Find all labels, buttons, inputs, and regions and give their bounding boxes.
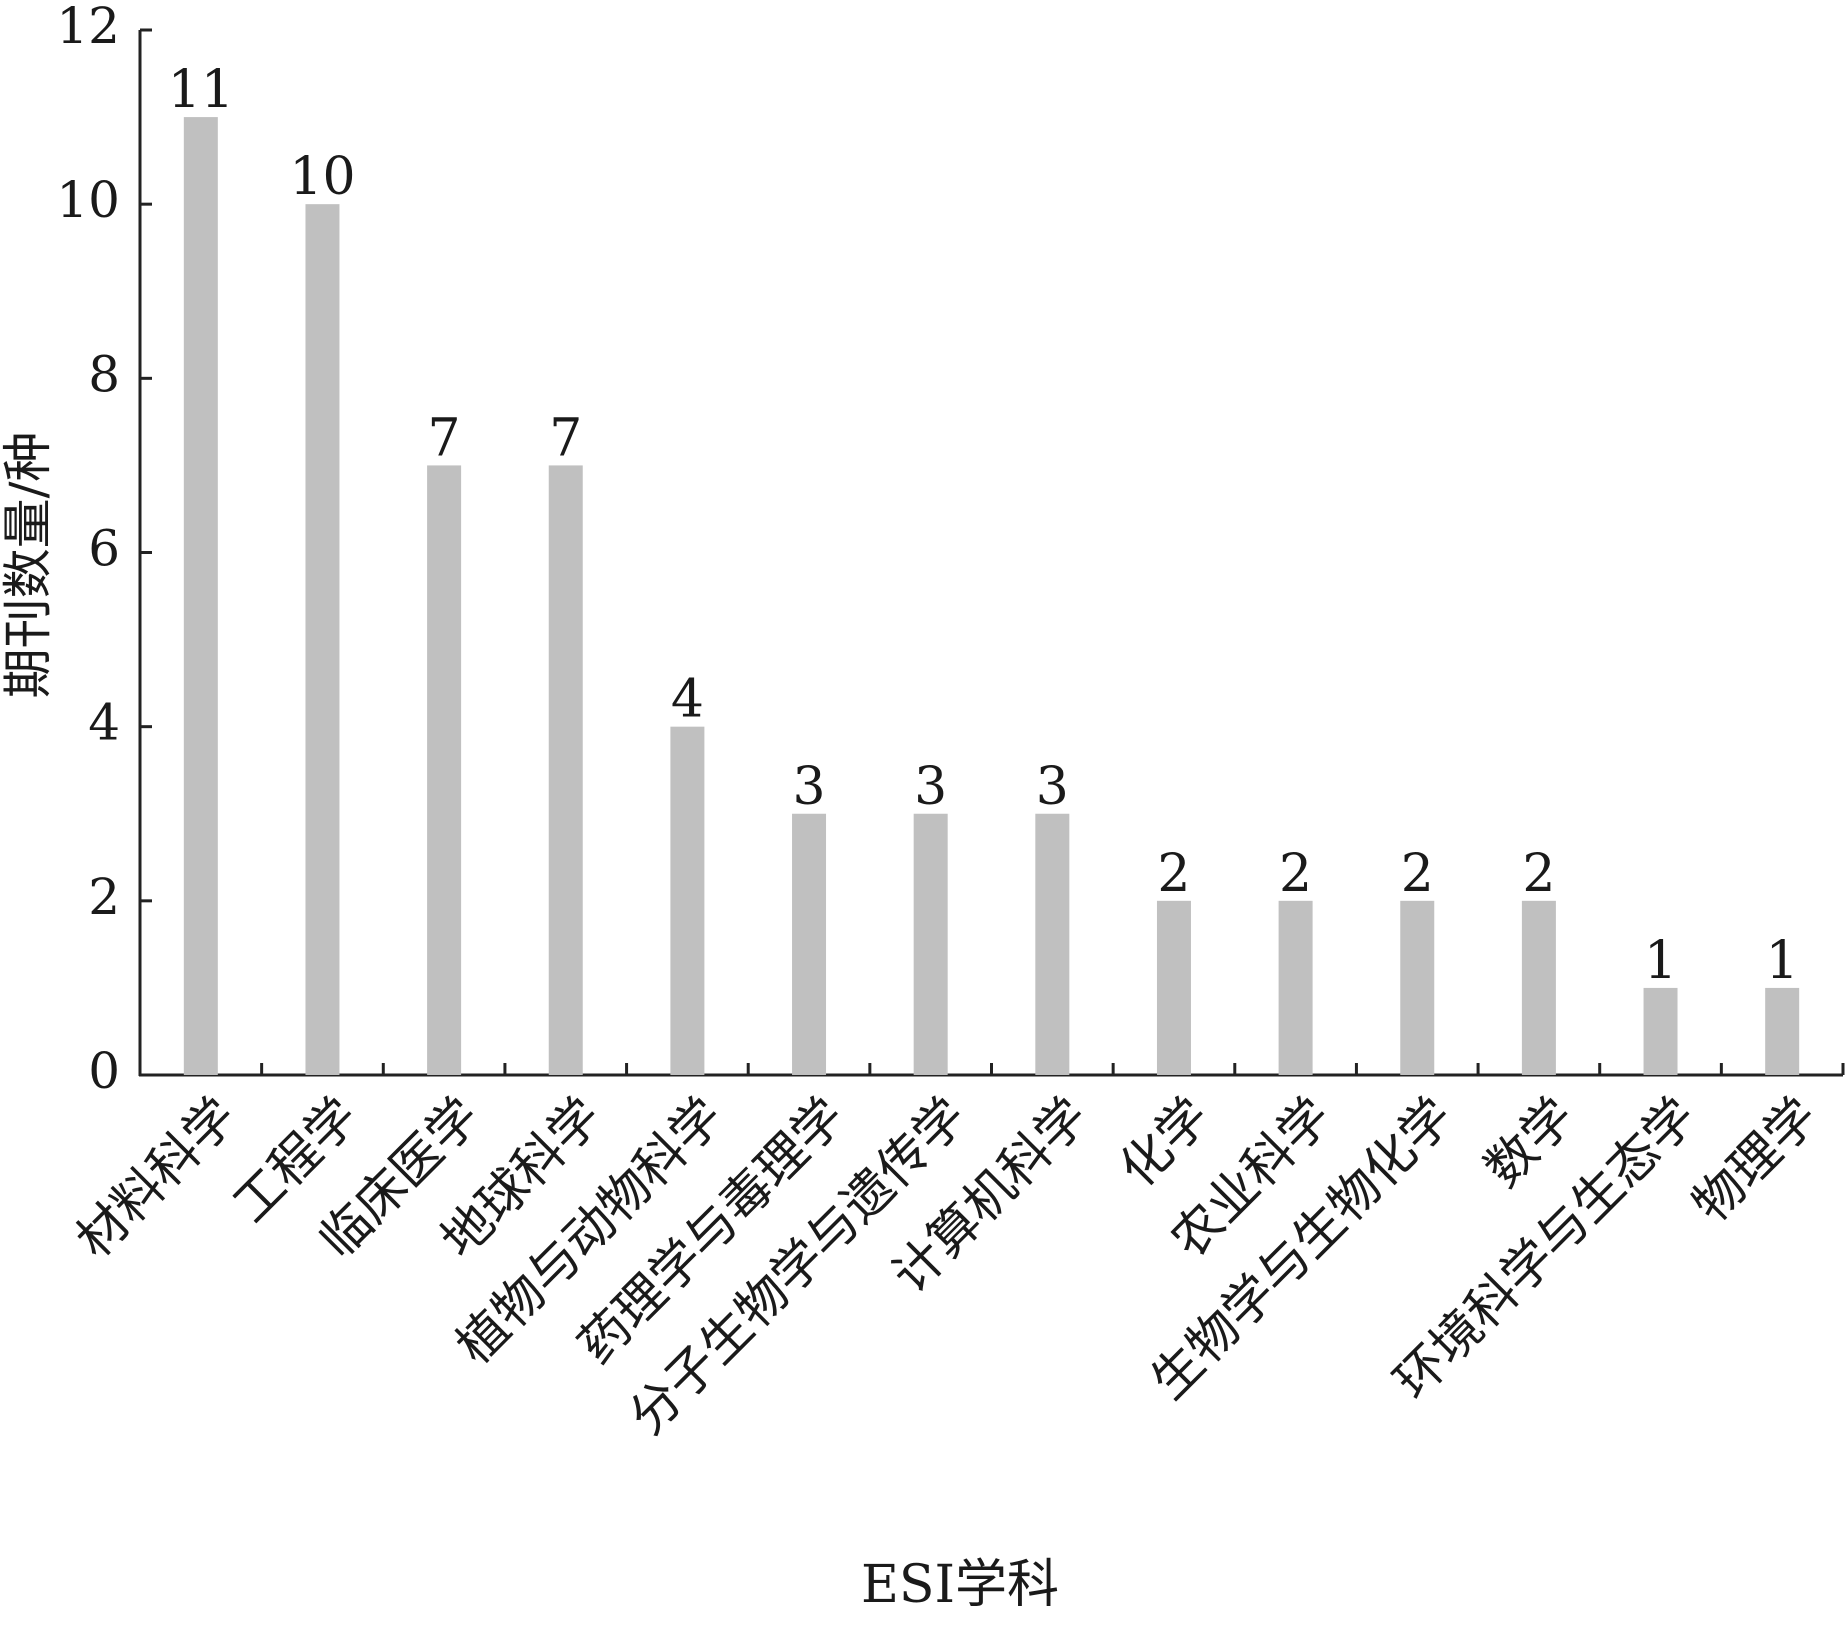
data-label: 2 bbox=[1522, 844, 1555, 904]
data-label: 11 bbox=[168, 60, 234, 120]
x-tick-label: 化学 bbox=[1109, 1086, 1221, 1198]
y-tick-label: 12 bbox=[56, 0, 120, 55]
bar bbox=[670, 726, 705, 1075]
x-tick-label: 材料科学 bbox=[65, 1086, 247, 1268]
bars bbox=[183, 117, 1800, 1076]
bar bbox=[1765, 987, 1800, 1075]
bar bbox=[183, 117, 218, 1076]
data-label: 3 bbox=[1036, 757, 1069, 817]
y-tick-label: 10 bbox=[56, 171, 120, 229]
bar bbox=[1400, 900, 1435, 1075]
y-tick-label: 6 bbox=[88, 520, 120, 578]
bar bbox=[913, 813, 948, 1075]
x-tick-label: 数学 bbox=[1474, 1086, 1586, 1198]
y-tick-label: 8 bbox=[88, 345, 120, 403]
bar bbox=[1156, 900, 1191, 1075]
y-tick-labels: 0 2 4 6 8 10 12 bbox=[56, 0, 120, 1100]
data-label: 3 bbox=[792, 757, 825, 817]
data-label: 2 bbox=[1279, 844, 1312, 904]
y-tick-label: 4 bbox=[88, 694, 120, 752]
data-label: 4 bbox=[671, 670, 704, 730]
bar bbox=[792, 813, 827, 1075]
data-label: 1 bbox=[1644, 931, 1677, 991]
x-axis-label: ESI学科 bbox=[861, 1555, 1059, 1615]
data-label: 2 bbox=[1401, 844, 1434, 904]
bar bbox=[1035, 813, 1070, 1075]
bar bbox=[1643, 987, 1678, 1075]
data-label: 7 bbox=[428, 408, 461, 468]
y-axis-label: 期刊数量/种 bbox=[0, 432, 57, 699]
axes bbox=[138, 28, 1845, 1077]
data-label: 2 bbox=[1157, 844, 1190, 904]
bar bbox=[305, 204, 340, 1075]
data-label: 3 bbox=[914, 757, 947, 817]
bar bbox=[427, 465, 462, 1076]
data-label: 10 bbox=[289, 147, 355, 207]
x-tick-labels: 材料科学工程学临床医学地球科学植物与动物科学药理学与毒理学分子生物学与遗传学计算… bbox=[65, 1086, 1829, 1445]
data-label: 7 bbox=[549, 408, 582, 468]
x-tick-label: 物理学 bbox=[1682, 1086, 1829, 1233]
y-tick-label: 0 bbox=[88, 1042, 120, 1100]
bar bbox=[1521, 900, 1556, 1075]
bar bbox=[1278, 900, 1313, 1075]
data-label: 1 bbox=[1766, 931, 1799, 991]
bar bbox=[548, 465, 583, 1076]
y-tick-label: 2 bbox=[88, 868, 120, 926]
